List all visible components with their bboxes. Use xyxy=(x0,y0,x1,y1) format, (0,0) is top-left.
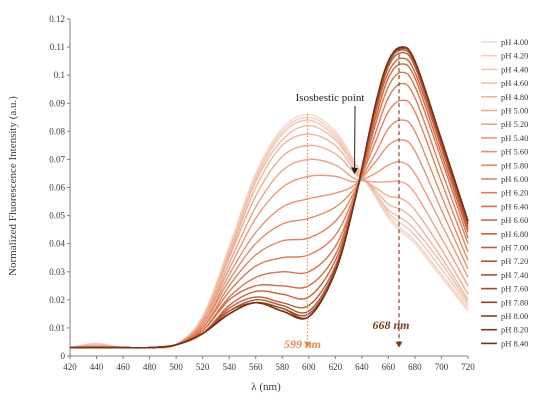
legend-label: pH 5.20 xyxy=(501,119,528,129)
legend-label: pH 7.40 xyxy=(501,270,528,280)
x-tick-label: 620 xyxy=(329,362,343,372)
x-tick-label: 460 xyxy=(116,362,130,372)
x-tick-label: 560 xyxy=(249,362,263,372)
y-tick-label: 0.06 xyxy=(49,183,65,193)
x-axis-title: λ (nm) xyxy=(251,381,281,393)
y-axis-title: Normalized Fluorescence Intensity (a.u.) xyxy=(7,96,19,276)
arrow-head-icon xyxy=(303,341,311,348)
legend-label: pH 5.60 xyxy=(501,147,528,157)
arrow-head-icon xyxy=(351,167,359,175)
y-tick-label: 0.03 xyxy=(49,267,65,277)
peak-label-668: 668 nm xyxy=(373,318,410,332)
series-line-840 xyxy=(70,46,469,349)
series-line-620 xyxy=(70,82,469,349)
x-tick-label: 660 xyxy=(382,362,396,372)
legend-label: pH 6.80 xyxy=(501,229,528,239)
y-tick-label: 0.04 xyxy=(49,239,65,249)
legend-label: pH 4.20 xyxy=(501,51,528,61)
x-tick-label: 520 xyxy=(196,362,210,372)
x-tick-label: 640 xyxy=(355,362,369,372)
peak-label-599: 599 nm xyxy=(284,337,321,351)
x-tick-label: 500 xyxy=(169,362,183,372)
legend-label: pH 6.00 xyxy=(501,174,528,184)
y-tick-label: 0.07 xyxy=(49,154,65,164)
legend-label: pH 4.60 xyxy=(501,78,528,88)
y-tick-label: 0.1 xyxy=(54,70,65,80)
legend-label: pH 5.80 xyxy=(501,160,528,170)
legend-label: pH 4.40 xyxy=(501,64,528,74)
legend-label: pH 4.00 xyxy=(501,37,528,47)
series-line-740 xyxy=(70,47,469,349)
series-line-800 xyxy=(70,46,469,349)
series-line-760 xyxy=(70,46,469,349)
series-line-480 xyxy=(69,133,469,349)
y-tick-label: 0 xyxy=(61,351,66,361)
series-line-780 xyxy=(70,46,469,349)
series-line-560 xyxy=(69,138,469,349)
legend-label: pH 8.40 xyxy=(501,338,528,348)
legend-label: pH 6.20 xyxy=(501,188,528,198)
x-tick-label: 580 xyxy=(276,362,290,372)
series-line-720 xyxy=(70,49,469,349)
legend: pH 4.00 pH 4.20 pH 4.40 pH 4.60 pH 4.80 pH 5.… xyxy=(481,37,528,348)
y-tick-label: 0.01 xyxy=(49,323,65,333)
arrow-head-icon xyxy=(395,341,403,348)
y-tick-label: 0.11 xyxy=(50,42,65,52)
y-tick-label: 0.02 xyxy=(49,295,65,305)
x-tick-label: 480 xyxy=(143,362,157,372)
legend-label: pH 4.80 xyxy=(501,92,528,102)
legend-label: pH 7.00 xyxy=(501,243,528,253)
x-tick-label: 420 xyxy=(63,362,77,372)
y-tick-labels: 0 0.01 0.02 0.03 0.04 0.05 0.06 0.07 0.08 0.09 0.1… xyxy=(49,14,65,361)
legend-label: pH 8.20 xyxy=(501,325,528,335)
legend-label: pH 6.40 xyxy=(501,201,528,211)
x-tick-label: 680 xyxy=(408,362,422,372)
legend-label: pH 7.80 xyxy=(501,297,528,307)
x-tick-label: 600 xyxy=(302,362,316,372)
series-line-820 xyxy=(70,46,469,349)
y-tick-label: 0.09 xyxy=(49,98,65,108)
axes xyxy=(67,18,469,359)
legend-label: pH 6.60 xyxy=(501,215,528,225)
legend-label: pH 7.20 xyxy=(501,256,528,266)
legend-label: pH 7.60 xyxy=(501,284,528,294)
legend-label: pH 5.00 xyxy=(501,106,528,116)
y-tick-label: 0.05 xyxy=(49,211,65,221)
x-tick-label: 440 xyxy=(90,362,104,372)
isosbestic-label: Isosbestic point xyxy=(296,92,365,104)
series-lines xyxy=(69,46,469,349)
y-tick-label: 0.08 xyxy=(49,126,65,136)
x-tick-label: 720 xyxy=(461,362,475,372)
legend-label: pH 8.00 xyxy=(501,311,528,321)
y-tick-label: 0.12 xyxy=(49,14,65,24)
x-tick-label: 540 xyxy=(222,362,236,372)
reference-lines xyxy=(303,47,403,348)
x-tick-label: 700 xyxy=(435,362,449,372)
annotations: Isosbestic point 599 nm 668 nm xyxy=(284,92,410,351)
legend-label: pH 5.40 xyxy=(501,133,528,143)
x-tick-labels: 420 440 460 480 500 520 540 560 580 600 620 640 660 6… xyxy=(63,362,475,372)
